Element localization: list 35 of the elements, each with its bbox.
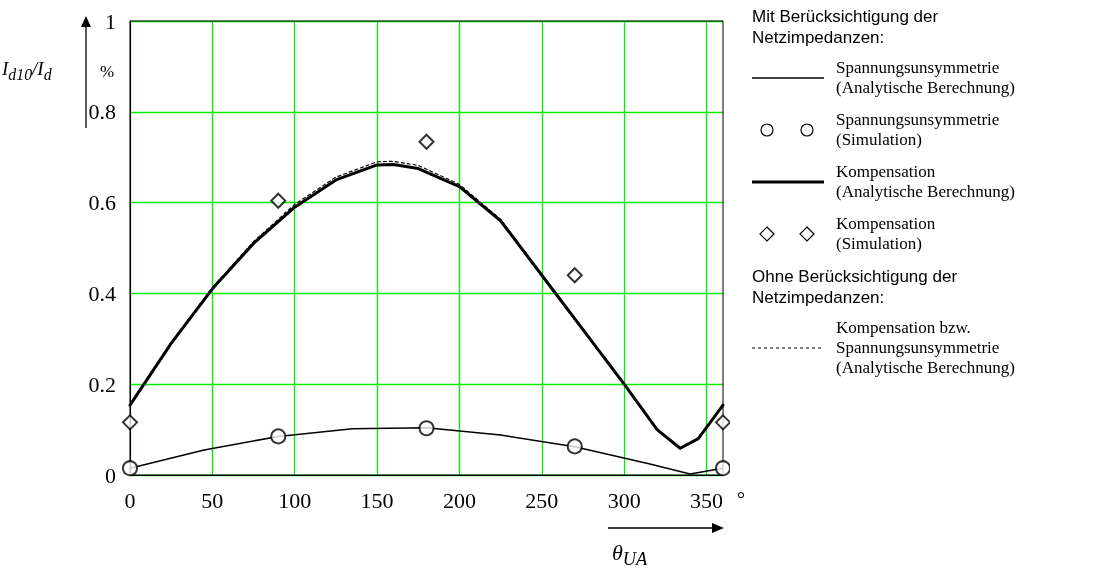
x-tick-label: 100 bbox=[278, 487, 312, 513]
y-tick-label: 0.4 bbox=[88, 280, 116, 306]
legend-title: Mit Berücksichtigung der Netzimpedanzen: bbox=[752, 6, 940, 48]
x-tick-label: 350 bbox=[690, 487, 724, 513]
text: % bbox=[100, 62, 115, 82]
point bbox=[122, 460, 138, 477]
point bbox=[418, 420, 435, 437]
point bbox=[122, 414, 138, 431]
x-tick-label: 300 bbox=[607, 487, 641, 513]
point bbox=[418, 133, 435, 150]
x-tick-label: 150 bbox=[360, 487, 394, 513]
x-tick-label: 50 bbox=[201, 487, 224, 513]
point bbox=[566, 267, 583, 284]
x-tick-label: 200 bbox=[442, 487, 476, 513]
y-axis-title: I$_{d10}$/I$_{d}$ bbox=[2, 58, 52, 84]
legend-label: Kompensation (Analytische Berechnung) bbox=[836, 162, 1015, 202]
x-axis-title: θ$_{UA}$ bbox=[612, 540, 648, 571]
x-tick-label: 250 bbox=[525, 487, 559, 513]
y-tick-label: 1 bbox=[105, 8, 116, 34]
y-tick-label: 0 bbox=[105, 462, 116, 488]
text: ° bbox=[737, 488, 745, 511]
point bbox=[715, 414, 730, 431]
y-tick-label: 0.6 bbox=[88, 190, 116, 216]
point bbox=[715, 460, 730, 477]
point bbox=[270, 192, 287, 209]
legend-label: Kompensation bzw. Spannungsunsymmetrie (Analytische Berechnung) bbox=[836, 318, 1015, 378]
legend-label: Spannungsunsymmetrie (Simulation) bbox=[836, 110, 1000, 150]
legend-label: Spannungsunsymmetrie (Analytische Berechnung) bbox=[836, 58, 1015, 98]
legend-label: Kompensation (Simulation) bbox=[836, 214, 936, 254]
y-tick-label: 0.8 bbox=[88, 99, 116, 125]
text: Ohne Berücksichtigung der Netzimpedanzen: bbox=[752, 266, 959, 308]
x-tick-label: 0 bbox=[124, 487, 136, 513]
point bbox=[270, 428, 287, 445]
y-tick-label: 0.2 bbox=[88, 371, 116, 397]
point bbox=[566, 438, 583, 455]
